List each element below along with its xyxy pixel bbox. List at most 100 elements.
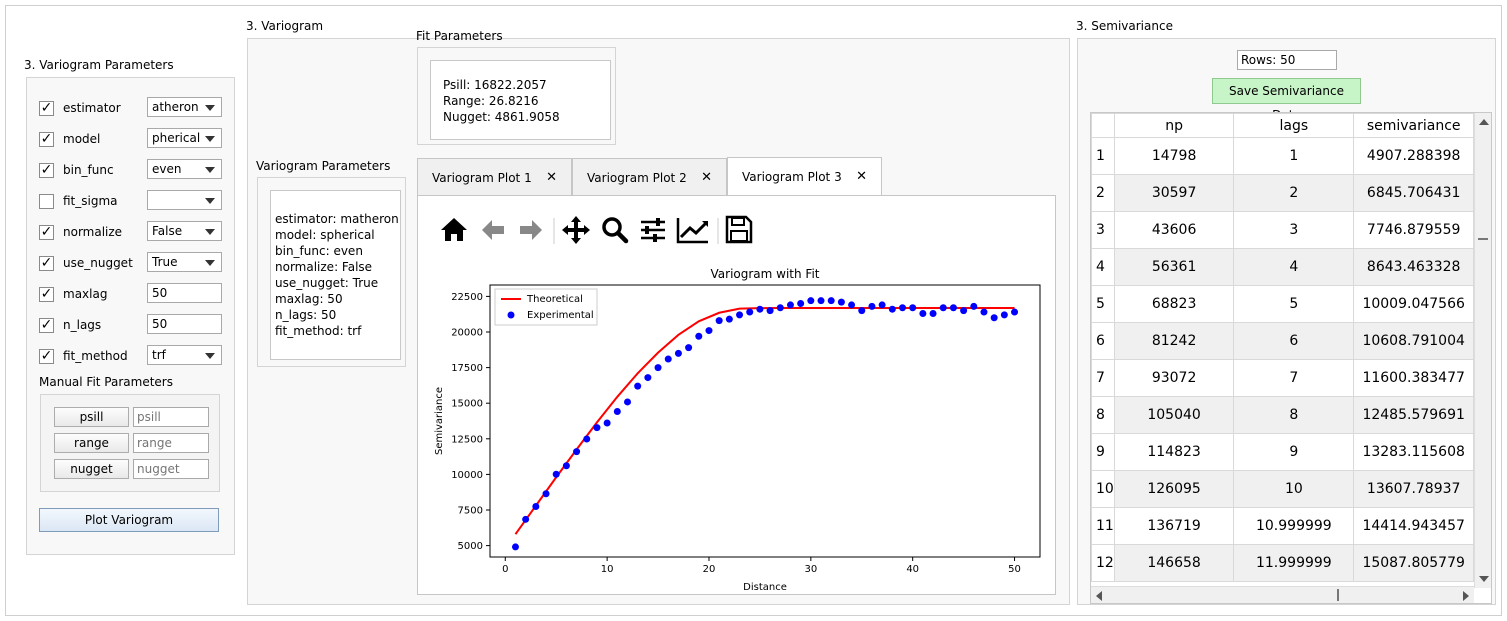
rows-count-field[interactable]: Rows: 50 xyxy=(1237,50,1337,70)
checkbox-fit-method[interactable]: ✓ xyxy=(39,348,54,364)
column-header-semivariance[interactable]: semivariance xyxy=(1353,113,1474,138)
table-cell[interactable]: 43606 xyxy=(1113,211,1235,249)
nugget-button[interactable]: nugget xyxy=(54,459,129,479)
row-header[interactable]: 2 xyxy=(1091,174,1115,212)
chevron-down-icon[interactable] xyxy=(205,167,215,173)
range-input[interactable] xyxy=(133,433,209,453)
forward-arrow-icon[interactable] xyxy=(520,220,542,240)
chevron-down-icon[interactable] xyxy=(205,260,215,266)
table-cell[interactable]: 5 xyxy=(1233,285,1355,323)
table-cell[interactable]: 13283.115608 xyxy=(1353,433,1474,471)
psill-button[interactable]: psill xyxy=(54,407,129,427)
tab-variogram-plot-1[interactable]: Variogram Plot 1 ✕ xyxy=(417,158,572,196)
table-cell[interactable]: 136719 xyxy=(1113,507,1235,545)
zoom-icon[interactable] xyxy=(602,217,629,244)
close-icon[interactable]: ✕ xyxy=(546,170,557,185)
chevron-down-icon[interactable] xyxy=(205,136,215,142)
table-cell[interactable]: 10 xyxy=(1233,470,1355,508)
row-header[interactable]: 10 xyxy=(1091,470,1115,508)
table-cell[interactable]: 2 xyxy=(1233,174,1355,212)
table-row[interactable]: 2 30597 2 6845.706431 xyxy=(1091,174,1474,212)
checkbox-n-lags[interactable]: ✓ xyxy=(39,317,54,333)
select-bin-func[interactable]: even xyxy=(147,159,222,179)
save-icon[interactable] xyxy=(725,215,753,244)
table-cell[interactable]: 8643.463328 xyxy=(1353,248,1474,286)
table-cell[interactable]: 56361 xyxy=(1113,248,1235,286)
close-icon[interactable]: ✕ xyxy=(856,169,867,184)
h-scrollbar-thumb[interactable] xyxy=(1109,589,1339,601)
row-header[interactable]: 1 xyxy=(1091,137,1115,175)
table-row[interactable]: 11 136719 10.999999 14414.943457 xyxy=(1091,507,1474,545)
table-row[interactable]: 8 105040 8 12485.579691 xyxy=(1091,396,1474,434)
row-header[interactable]: 9 xyxy=(1091,433,1115,471)
scroll-left-icon[interactable] xyxy=(1096,591,1102,601)
chevron-down-icon[interactable] xyxy=(205,198,215,204)
checkbox-fit-sigma[interactable] xyxy=(39,193,54,209)
table-cell[interactable]: 8 xyxy=(1233,396,1355,434)
table-cell[interactable]: 93072 xyxy=(1113,359,1235,397)
table-cell[interactable]: 11600.383477 xyxy=(1353,359,1474,397)
back-arrow-icon[interactable] xyxy=(482,220,504,240)
row-header[interactable]: 11 xyxy=(1091,507,1115,545)
table-cell[interactable]: 4907.288398 xyxy=(1353,137,1474,175)
table-cell[interactable]: 14798 xyxy=(1113,137,1235,175)
table-cell[interactable]: 1 xyxy=(1233,137,1355,175)
pan-icon[interactable] xyxy=(562,216,590,244)
select-fit-sigma[interactable] xyxy=(147,190,222,210)
table-row[interactable]: 10 126095 10 13607.78937 xyxy=(1091,470,1474,508)
table-row[interactable]: 3 43606 3 7746.879559 xyxy=(1091,211,1474,249)
horizontal-scrollbar[interactable] xyxy=(1091,586,1474,603)
table-cell[interactable]: 10.999999 xyxy=(1233,507,1355,545)
table-cell[interactable]: 13607.78937 xyxy=(1353,470,1474,508)
input-maxlag[interactable]: 50 xyxy=(147,283,222,303)
table-cell[interactable]: 126095 xyxy=(1113,470,1235,508)
table-row[interactable]: 6 81242 6 10608.791004 xyxy=(1091,322,1474,360)
table-cell[interactable]: 11.999999 xyxy=(1233,544,1355,582)
table-cell[interactable]: 114823 xyxy=(1113,433,1235,471)
configure-subplots-icon[interactable] xyxy=(641,218,665,242)
table-cell[interactable]: 146658 xyxy=(1113,544,1235,582)
table-cell[interactable]: 7 xyxy=(1233,359,1355,397)
table-row[interactable]: 9 114823 9 13283.115608 xyxy=(1091,433,1474,471)
table-cell[interactable]: 6845.706431 xyxy=(1353,174,1474,212)
row-header[interactable]: 3 xyxy=(1091,211,1115,249)
table-cell[interactable]: 6 xyxy=(1233,322,1355,360)
psill-input[interactable] xyxy=(133,407,209,427)
checkbox-maxlag[interactable]: ✓ xyxy=(39,286,54,302)
vertical-scrollbar[interactable] xyxy=(1474,113,1491,588)
table-cell[interactable]: 3 xyxy=(1233,211,1355,249)
table-row[interactable]: 12 146658 11.999999 15087.805779 xyxy=(1091,544,1474,582)
chevron-down-icon[interactable] xyxy=(205,229,215,235)
scrollbar-thumb[interactable] xyxy=(1478,135,1488,240)
row-header[interactable]: 6 xyxy=(1091,322,1115,360)
chevron-down-icon[interactable] xyxy=(205,105,215,111)
table-row[interactable]: 5 68823 5 10009.047566 xyxy=(1091,285,1474,323)
scroll-down-icon[interactable] xyxy=(1479,576,1489,582)
table-cell[interactable]: 4 xyxy=(1233,248,1355,286)
edit-axis-icon[interactable] xyxy=(676,218,708,244)
table-cell[interactable]: 12485.579691 xyxy=(1353,396,1474,434)
row-header[interactable]: 12 xyxy=(1091,544,1115,582)
chevron-down-icon[interactable] xyxy=(205,353,215,359)
checkbox-bin-func[interactable]: ✓ xyxy=(39,162,54,178)
close-icon[interactable]: ✕ xyxy=(701,170,712,185)
table-cell[interactable]: 68823 xyxy=(1113,285,1235,323)
home-icon[interactable] xyxy=(441,218,467,241)
select-estimator[interactable]: atheron xyxy=(147,97,222,117)
tab-variogram-plot-3[interactable]: Variogram Plot 3 ✕ xyxy=(727,157,882,196)
row-header[interactable]: 8 xyxy=(1091,396,1115,434)
checkbox-model[interactable]: ✓ xyxy=(39,131,54,147)
table-cell[interactable]: 105040 xyxy=(1113,396,1235,434)
checkbox-use-nugget[interactable]: ✓ xyxy=(39,255,54,271)
table-cell[interactable]: 10009.047566 xyxy=(1353,285,1474,323)
nugget-input[interactable] xyxy=(133,459,209,479)
table-row[interactable]: 7 93072 7 11600.383477 xyxy=(1091,359,1474,397)
checkbox-estimator[interactable]: ✓ xyxy=(39,100,54,116)
table-row[interactable]: 4 56361 4 8643.463328 xyxy=(1091,248,1474,286)
table-cell[interactable]: 14414.943457 xyxy=(1353,507,1474,545)
tab-variogram-plot-2[interactable]: Variogram Plot 2 ✕ xyxy=(572,158,727,196)
select-use-nugget[interactable]: True xyxy=(147,252,222,272)
plot-variogram-button[interactable]: Plot Variogram xyxy=(39,508,219,532)
row-header[interactable]: 4 xyxy=(1091,248,1115,286)
table-row[interactable]: 1 14798 1 4907.288398 xyxy=(1091,137,1474,175)
